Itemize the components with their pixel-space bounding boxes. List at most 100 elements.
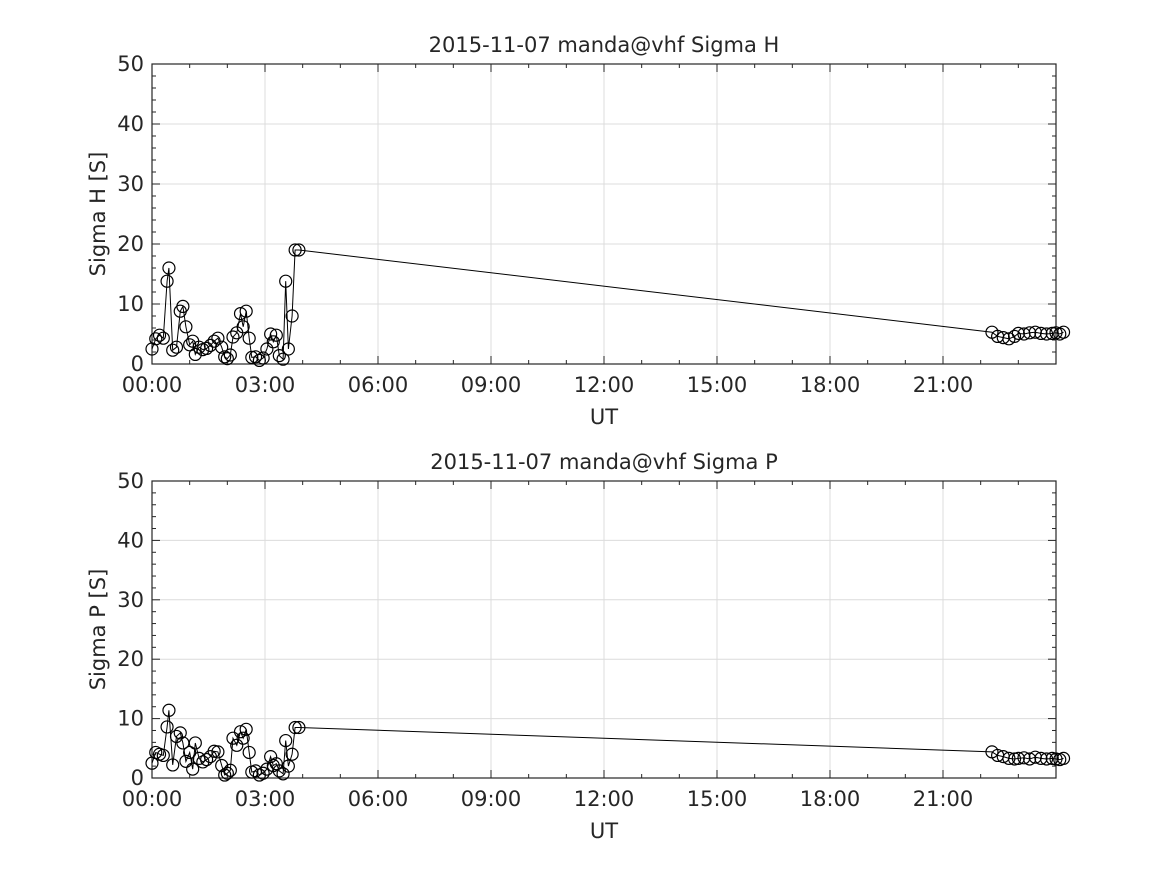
panel-1-y-tick-label: 0 xyxy=(131,352,144,376)
panel-2-x-tick-label: 09:00 xyxy=(461,787,522,811)
panel-2-data-point xyxy=(188,736,202,750)
panel-1-data-point xyxy=(266,335,280,349)
panel-1-title: 2015-11-07 manda@vhf Sigma H xyxy=(429,33,780,57)
panel-2-data-point xyxy=(160,720,174,734)
panel-2-x-tick-label: 00:00 xyxy=(122,787,183,811)
panel-1-data-point xyxy=(176,299,190,313)
panel-1-data-point xyxy=(211,331,225,345)
panel-2-y-tick-label: 40 xyxy=(117,528,144,552)
panel-1-data-point xyxy=(264,327,278,341)
panel-1-x-axis-label: UT xyxy=(590,405,618,429)
panel-1-x-tick-label: 18:00 xyxy=(800,373,861,397)
panel-1-data-point xyxy=(160,274,174,288)
panel-2-x-tick-label: 18:00 xyxy=(800,787,861,811)
panel-2-data-point xyxy=(233,725,248,739)
panel-2-data-point xyxy=(173,726,187,740)
panel-2-data-point xyxy=(1002,751,1016,765)
panel-1-data-point xyxy=(281,342,295,356)
panel-1-x-tick-label: 15:00 xyxy=(687,373,748,397)
panel-2-data-point xyxy=(1034,751,1048,765)
panel-2-data-point xyxy=(285,747,299,761)
panel-1-data-point xyxy=(1007,329,1022,343)
panel-2-data-point xyxy=(242,745,256,760)
panel-1-data-point xyxy=(248,350,263,364)
panel-2-data-point xyxy=(1056,751,1071,765)
panel-2-y-tick-label: 10 xyxy=(117,707,144,731)
panel-1-y-axis-label: Sigma H [S] xyxy=(86,152,110,277)
panel-2-data-point xyxy=(226,731,240,745)
panel-1-x-tick-label: 12:00 xyxy=(574,373,635,397)
panel-2-y-axis-label: Sigma P [S] xyxy=(86,569,110,691)
panel-2-x-tick-label: 15:00 xyxy=(687,787,748,811)
panel-1-x-tick-label: 09:00 xyxy=(461,373,522,397)
panel-1-data-point xyxy=(162,261,176,275)
panel-2-data-point xyxy=(1039,752,1054,766)
panel-1-data-point xyxy=(149,332,163,346)
panel-2-x-axis-label: UT xyxy=(590,819,618,843)
panel-2-data-point xyxy=(281,759,295,773)
panel-1-data-point xyxy=(1034,326,1048,340)
panel-1-data-point xyxy=(233,307,248,321)
panel-2-y-tick-label: 20 xyxy=(117,647,144,671)
panel-2-data-point xyxy=(156,748,170,763)
panel-2-data-point xyxy=(1011,751,1025,765)
panel-2-axes-frame xyxy=(151,480,1057,779)
panel-1-data-point xyxy=(223,348,237,362)
panel-1-data-point xyxy=(1039,327,1054,341)
panel-1-data-point xyxy=(269,328,283,342)
panel-2-data-point xyxy=(223,763,237,777)
panel-1-data-point xyxy=(200,341,214,355)
panel-1-y-tick-label: 50 xyxy=(117,52,144,76)
panel-1-data-point xyxy=(215,340,229,354)
panel-2-data-point xyxy=(256,766,270,780)
panel-2-x-tick-label: 21:00 xyxy=(913,787,974,811)
panel-1-data-point xyxy=(183,338,197,352)
panel-1-x-tick-label: 06:00 xyxy=(348,373,409,397)
panel-1-y-tick-label: 30 xyxy=(117,172,144,196)
panel-2-data-point xyxy=(236,731,250,745)
panel-2-data-point xyxy=(288,720,302,735)
panel-1-data-point xyxy=(288,243,302,257)
panel-1-y-tick-label: 40 xyxy=(117,112,144,136)
panel-2-data-point xyxy=(220,766,234,780)
panel-1-data-point xyxy=(239,304,253,318)
panel-1-data-point xyxy=(220,352,234,366)
panel-1-chart: 00:00 03:00 06:00 09:00 12:00 15:00 18:00 21:00… xyxy=(86,33,1071,429)
panel-1-data-point xyxy=(1023,326,1037,340)
panel-1-data-point xyxy=(256,351,270,365)
panel-1-data-point xyxy=(276,352,290,366)
panel-1-data-point xyxy=(152,328,167,342)
panel-2-data-point xyxy=(162,703,176,717)
panel-2-data-point xyxy=(239,722,253,736)
panel-1-series-line xyxy=(151,249,1064,362)
panel-2-y-tick-label: 30 xyxy=(117,588,144,612)
panel-2-data-point xyxy=(279,733,293,748)
panel-1-data-point xyxy=(242,331,256,345)
panel-2-data-point xyxy=(211,745,225,759)
panel-2-data-point xyxy=(1017,751,1031,765)
panel-1-data-point xyxy=(166,343,180,357)
panel-1-y-tick-label: 20 xyxy=(117,232,144,256)
panel-1-data-point xyxy=(218,350,232,364)
panel-1-data-point xyxy=(226,330,240,344)
panel-1-data-point xyxy=(279,274,293,288)
panel-1-data-point xyxy=(156,331,170,345)
panel-1-data-point xyxy=(1056,325,1071,339)
panel-1-data-point xyxy=(179,320,193,334)
panel-1-data-point xyxy=(1011,326,1025,340)
panel-2-data-point xyxy=(166,758,180,772)
panel-1-y-tick-label: 10 xyxy=(117,292,144,316)
panel-2-data-point xyxy=(179,754,193,768)
panel-1-x-tick-label: 21:00 xyxy=(913,373,974,397)
panel-2-x-tick-label: 12:00 xyxy=(574,787,635,811)
panel-2-data-point xyxy=(183,745,197,760)
panel-1-data-point xyxy=(292,243,306,257)
panel-2-chart: 00:00 03:00 06:00 09:00 12:00 15:00 18:00 21:00… xyxy=(86,450,1071,843)
panel-1-x-tick-label: 00:00 xyxy=(122,373,183,397)
panel-2-data-point xyxy=(200,752,214,767)
panel-2-x-tick-label: 06:00 xyxy=(348,787,409,811)
panel-2-y-tick-label: 50 xyxy=(117,469,144,493)
panel-1-axes-frame xyxy=(151,63,1057,365)
panel-2-title: 2015-11-07 manda@vhf Sigma P xyxy=(430,450,778,474)
